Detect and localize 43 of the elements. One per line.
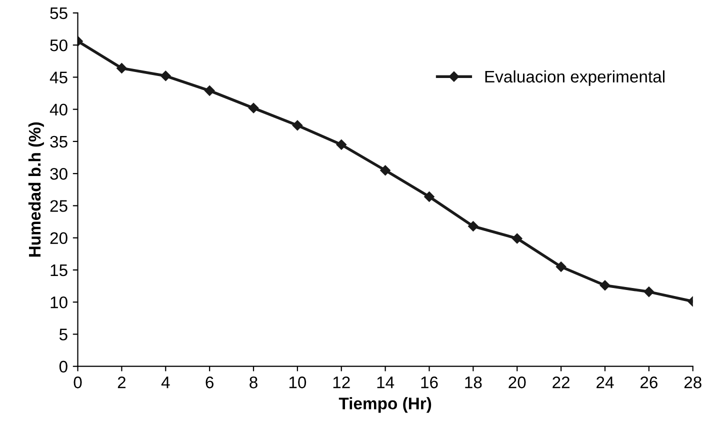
- x-tick-label: 16: [421, 376, 438, 388]
- point: [204, 86, 215, 96]
- y-tick-label: 15: [50, 264, 68, 276]
- x-tick-label: 28: [684, 376, 702, 388]
- y-tick-label: 35: [50, 136, 68, 148]
- x-tick-label: 20: [508, 376, 526, 388]
- point: [248, 102, 259, 114]
- point: [292, 120, 303, 130]
- y-tick-label: 5: [59, 328, 68, 340]
- y-tick-label: 10: [50, 296, 68, 308]
- x-tick-label: 22: [552, 376, 570, 388]
- point: [512, 233, 522, 244]
- point: [336, 140, 346, 150]
- x-tick-label: 24: [596, 376, 614, 388]
- point: [468, 221, 478, 232]
- y-tick-label: 45: [50, 72, 68, 84]
- x-tick-label: 26: [640, 376, 658, 388]
- x-axis-title: Tiempo (Hr): [338, 397, 432, 413]
- point: [424, 192, 434, 202]
- legend-label: Evaluacion experimental: [485, 70, 664, 86]
- x-tick-label: 12: [333, 376, 350, 388]
- x-tick-label: 14: [377, 376, 394, 388]
- y-axis-title: Humedad b.h (%): [28, 122, 44, 257]
- point: [644, 286, 654, 297]
- x-tick-label: 2: [118, 376, 126, 388]
- x-tick-label: 4: [161, 376, 170, 388]
- y-tick-label: 40: [50, 104, 68, 116]
- x-tick-label: 0: [74, 376, 82, 388]
- y-tick-label: 20: [50, 232, 68, 244]
- point: [116, 63, 127, 74]
- point: [600, 280, 610, 290]
- y-tick-label: 30: [50, 168, 68, 180]
- x-tick-label: 18: [465, 376, 482, 388]
- point: [160, 70, 171, 82]
- x-tick-label: 8: [250, 376, 258, 388]
- x-tick-label: 10: [289, 376, 306, 388]
- y-tick-label: 55: [50, 8, 68, 20]
- y-tick-label: 25: [50, 200, 68, 212]
- x-tick-label: 6: [206, 376, 214, 388]
- y-tick-label: 0: [59, 360, 68, 373]
- point: [556, 262, 566, 272]
- point: [380, 165, 390, 176]
- y-tick-label: 50: [50, 39, 68, 52]
